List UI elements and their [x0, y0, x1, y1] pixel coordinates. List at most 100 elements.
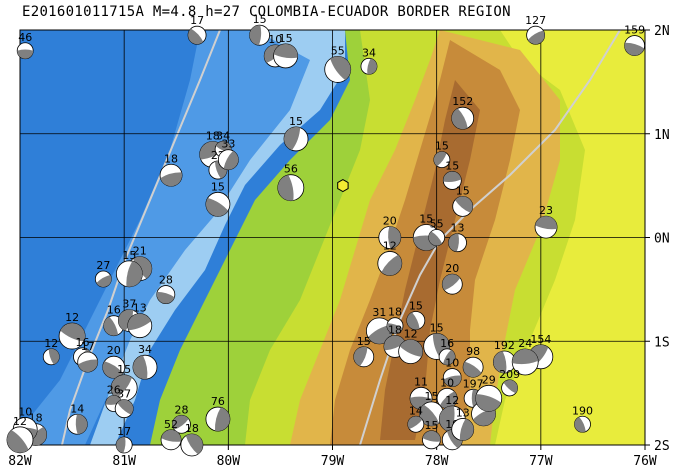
- depth-label: 34: [362, 46, 376, 59]
- mechanism-compression-quadrant: [185, 434, 203, 455]
- focal-mechanism: 15: [433, 140, 451, 169]
- depth-label: 18: [388, 306, 402, 319]
- depth-label: 55: [331, 44, 345, 57]
- y-tick-label: 0N: [654, 232, 670, 247]
- depth-label: 21: [133, 245, 147, 258]
- depth-label: 15: [253, 13, 267, 26]
- mechanism-compression-quadrant: [214, 407, 230, 432]
- mechanism-compression-quadrant: [451, 108, 468, 130]
- focal-mechanism: 10: [442, 357, 462, 387]
- depth-label: 17: [117, 425, 131, 438]
- depth-label: 15: [419, 213, 433, 226]
- mechanism-compression-quadrant: [156, 291, 175, 304]
- focal-mechanism: 18: [159, 152, 183, 187]
- depth-label: 15: [117, 363, 131, 376]
- focal-mechanism: 15: [273, 32, 299, 69]
- mechanism-compression-quadrant: [459, 418, 474, 441]
- mechanism-compression-quadrant: [161, 429, 182, 442]
- depth-label: 98: [466, 345, 480, 358]
- depth-label: 17: [81, 340, 95, 353]
- mechanism-compression-quadrant: [111, 374, 132, 399]
- focal-mechanism: 192: [492, 339, 516, 374]
- axis-ticks: 82W 81W 80W 79W 78W 77W 76W 2N 1N 0N 1S 2S: [8, 24, 669, 469]
- depth-label: 76: [211, 395, 225, 408]
- focal-mechanism: 15: [249, 13, 270, 46]
- mechanism-compression-quadrant: [249, 25, 262, 46]
- focal-mechanism: 33: [217, 138, 239, 171]
- mechanism-compression-quadrant: [205, 197, 229, 217]
- depth-label: 15: [211, 180, 225, 193]
- y-tick-label: 2S: [654, 439, 670, 454]
- depth-label: 31: [372, 306, 386, 319]
- mechanism-compression-quadrant: [475, 394, 502, 412]
- mechanism-compression-quadrant: [407, 416, 423, 429]
- mechanism-compression-quadrant: [103, 316, 119, 336]
- mechanism-compression-quadrant: [117, 399, 134, 415]
- depth-label: 37: [122, 298, 136, 311]
- mechanism-compression-quadrant: [512, 349, 539, 365]
- depth-label: 15: [289, 115, 303, 128]
- depth-label: 16: [440, 337, 454, 350]
- focal-mechanism: 18: [180, 422, 204, 457]
- mechanism-compression-quadrant: [463, 361, 482, 378]
- focal-mechanism: 13: [127, 302, 153, 339]
- focal-mechanism: 12: [58, 311, 86, 350]
- focal-mechanism: 52: [160, 418, 182, 451]
- mechanism-compression-quadrant: [160, 172, 183, 187]
- depth-label: 15: [424, 390, 438, 403]
- depth-label: 13: [451, 222, 465, 235]
- mechanism-compression-quadrant: [574, 416, 586, 433]
- depth-label: 10: [268, 33, 282, 46]
- focal-mechanism: 98: [462, 345, 484, 378]
- mechanism-compression-quadrant: [368, 324, 393, 344]
- focal-mechanism: 27: [94, 259, 112, 288]
- depth-label: 56: [284, 163, 298, 176]
- focal-mechanism: 15: [442, 159, 462, 190]
- depth-label: 10: [440, 376, 454, 389]
- mechanism-compression-quadrant: [472, 408, 496, 426]
- mechanism-compression-quadrant: [527, 30, 545, 45]
- focal-mechanism: 24: [511, 337, 539, 376]
- mechanism-compression-quadrant: [367, 58, 377, 75]
- depth-label: 11: [414, 375, 428, 388]
- depth-label: 16: [107, 304, 121, 317]
- depth-label: 18: [206, 130, 220, 143]
- mechanism-compression-quadrant: [433, 151, 447, 167]
- depth-label: 10: [18, 405, 32, 418]
- mechanism-compression-quadrant: [116, 437, 126, 453]
- depth-label: 14: [70, 402, 84, 415]
- mechanism-compression-quadrant: [353, 346, 368, 367]
- depth-label: 12: [13, 415, 27, 428]
- depth-label: 29: [482, 373, 496, 386]
- depth-label: 12: [44, 337, 58, 350]
- mechanism-compression-quadrant: [17, 49, 34, 59]
- depth-label: 15: [424, 419, 438, 432]
- mechanism-compression-quadrant: [388, 226, 401, 249]
- focal-mechanism: 15: [283, 115, 309, 152]
- mechanism-compression-quadrant: [277, 174, 294, 201]
- focal-mechanism: 10: [436, 376, 458, 409]
- x-tick-label: 78W: [425, 454, 449, 469]
- depth-label: 15: [445, 159, 459, 172]
- focal-mechanism: 15: [452, 184, 474, 217]
- mechanism-compression-quadrant: [493, 351, 507, 373]
- focal-mechanism: 20: [102, 344, 126, 379]
- mechanism-compression-quadrant: [188, 28, 204, 45]
- mechanism-compression-quadrant: [96, 275, 112, 287]
- focal-mechanism: 16: [438, 337, 456, 366]
- focal-mechanism: 12: [6, 415, 34, 454]
- depth-label: 190: [572, 404, 593, 417]
- focal-mechanism: 14: [66, 402, 88, 435]
- focal-mechanism: 28: [172, 403, 191, 434]
- focal-mechanism: 20: [378, 215, 402, 249]
- focal-mechanism: 12: [377, 239, 403, 276]
- focal-mechanism: 56: [277, 163, 305, 202]
- depth-label: 12: [445, 394, 459, 407]
- depth-label: 15: [435, 140, 449, 153]
- focal-mechanism: 17: [115, 425, 133, 454]
- depth-label: 15: [430, 321, 444, 334]
- mechanism-compression-quadrant: [428, 231, 443, 246]
- focal-mechanism: 15: [110, 363, 138, 402]
